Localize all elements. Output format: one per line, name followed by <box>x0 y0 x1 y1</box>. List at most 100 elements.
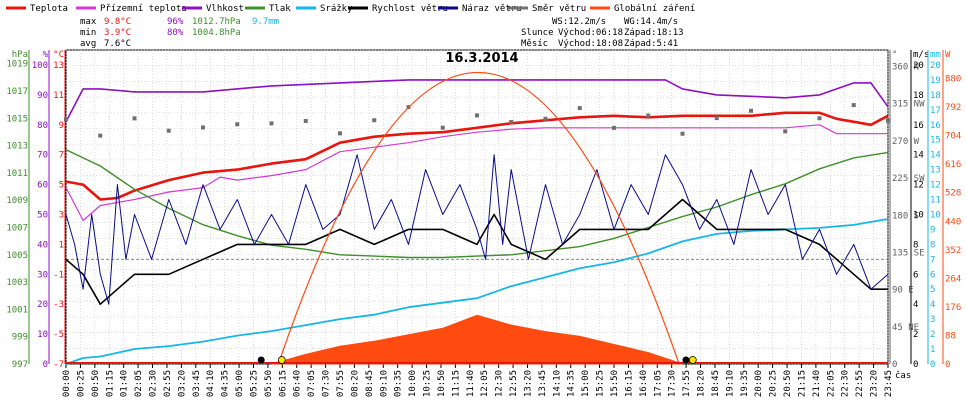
axis-tick-rain: 6 <box>930 270 935 280</box>
axis-tick-rain: 3 <box>930 315 935 325</box>
wind-direction-point <box>303 119 308 124</box>
x-tick-label: 07:30 <box>322 370 332 397</box>
x-tick-label: 20:25 <box>769 370 779 397</box>
stats-avg-label: avg <box>80 39 96 49</box>
axis-tick-humidity: 0 <box>43 360 48 370</box>
axis-tick-temperature: -1 <box>53 270 64 280</box>
axis-tick-wind: 8 <box>913 240 918 250</box>
wind-direction-point <box>269 121 274 126</box>
x-tick-label: 19:10 <box>725 370 735 397</box>
axis-direction: ° 360 N 315 NW 270 W 225 SW 180 S 135 SE 90 E 45… <box>889 50 925 370</box>
x-tick-label: 23:45 <box>884 370 894 397</box>
axis-tick-rain: 10 <box>930 210 941 220</box>
axis-tick-rain: 5 <box>930 285 935 295</box>
axis-tick-humidity: 10 <box>37 330 48 340</box>
axis-unit-pressure: hPa <box>12 50 28 60</box>
axis-tick-wind: 10 <box>913 210 924 220</box>
axis-tick-wind: 16 <box>913 121 924 131</box>
series-naraz-vetru <box>65 154 889 305</box>
stats-min-press: 1004.8hPa <box>192 28 241 38</box>
stats-min-label: min <box>80 28 96 38</box>
axis-tick-temperature: 9 <box>59 121 64 131</box>
legend-label-1: Přízemní teplota <box>100 4 187 14</box>
x-tick-label: 15:50 <box>610 370 620 397</box>
axis-tick-wind: 2 <box>913 330 918 340</box>
x-tick-label: 16:40 <box>639 370 649 397</box>
x-tick-label: 18:45 <box>711 370 721 397</box>
legend-label-2: Vlhkost <box>206 4 244 14</box>
axis-tick-direction: 90 E <box>892 286 914 296</box>
x-tick-label: 17:05 <box>653 370 663 397</box>
x-tick-label: 05:50 <box>264 370 274 397</box>
axis-tick-radiation: 264 <box>945 274 961 284</box>
x-tick-label: 03:20 <box>177 370 187 397</box>
axis-tick-temperature: 13 <box>53 61 64 71</box>
series-rychlost-vetru <box>65 198 888 305</box>
axis-tick-rain: 2 <box>930 330 935 340</box>
x-tick-label: 02:05 <box>134 370 144 397</box>
x-tick-label: 06:15 <box>278 370 288 397</box>
axis-tick-wind: 4 <box>913 300 918 310</box>
x-tick-label: 14:35 <box>567 370 577 397</box>
x-tick-label: 08:45 <box>365 370 375 397</box>
x-tick-label: 01:15 <box>105 370 115 397</box>
axis-tick-radiation: 352 <box>945 246 961 256</box>
axis-tick-radiation: 528 <box>945 189 961 199</box>
x-tick-label: 10:25 <box>423 370 433 397</box>
axis-tick-rain: 7 <box>930 255 935 265</box>
axis-unit-radiation: W <box>945 50 951 60</box>
legend-label-4: Srážky <box>320 4 353 14</box>
axis-tick-rain: 18 <box>930 91 941 101</box>
wind-direction-point <box>680 131 685 136</box>
axis-tick-temperature: 11 <box>53 91 64 101</box>
series-teplota <box>65 111 889 201</box>
moonrise-marker <box>682 356 690 364</box>
x-tick-label: 12:05 <box>480 370 490 397</box>
x-tick-label: 22:55 <box>855 370 865 397</box>
astro-moon-set: Západ:5:41 <box>624 39 678 49</box>
wind-direction-point <box>817 116 822 121</box>
axis-unit-wind: m/s <box>913 50 929 60</box>
wind-direction-point <box>235 122 240 127</box>
stats-max-press: 1012.7hPa <box>192 17 241 27</box>
plot-grid <box>65 49 889 365</box>
axis-tick-direction: 270 W <box>892 137 920 147</box>
chart-legend: Teplota Přízemní teplota Vlhkost Tlak Srážky… <box>6 4 695 14</box>
axis-tick-wind: 20 <box>913 61 924 71</box>
wind-direction-point <box>98 133 103 138</box>
wind-direction-point <box>132 116 137 121</box>
wind-direction-point <box>440 125 445 130</box>
x-tick-label: 17:30 <box>668 370 678 397</box>
astro-moon-rise: Východ:18:08 <box>558 39 623 49</box>
axis-x: 00:00 00:25 00:50 01:15 01:40 02:05 02:30 02:55… <box>62 364 911 397</box>
wind-direction-point <box>475 113 479 118</box>
stats-max-rain: 9.7mm <box>252 17 279 27</box>
x-tick-label: 00:00 <box>62 370 72 397</box>
x-tick-label: 03:45 <box>192 370 202 397</box>
x-tick-label: 13:45 <box>538 370 548 397</box>
axis-tick-direction: 225 SW <box>892 174 925 184</box>
chart-title: 16.3.2014 <box>445 51 518 66</box>
series-smer-vetru <box>64 103 890 138</box>
axis-tick-humidity: 70 <box>37 151 48 161</box>
stats-max-hum: 96% <box>167 17 184 27</box>
axis-tick-rain: 17 <box>930 106 941 116</box>
axis-tick-direction: 0 <box>892 360 897 370</box>
x-tick-label: 02:55 <box>163 370 173 397</box>
wind-direction-point <box>166 128 171 133</box>
wind-direction-point <box>886 118 890 123</box>
axis-tick-pressure: 1015 <box>6 114 28 124</box>
wind-direction-point <box>577 106 582 111</box>
x-tick-label: 13:20 <box>523 370 533 397</box>
astro-wg: WG:14.4m/s <box>624 17 678 27</box>
x-tick-label: 17:55 <box>682 370 692 397</box>
x-tick-label: 07:05 <box>307 370 317 397</box>
legend-label-5: Rychlost větru <box>372 4 448 14</box>
x-tick-label: 19:35 <box>740 370 750 397</box>
x-tick-label: 14:10 <box>552 370 562 397</box>
axis-temperature: °C13 11 9 7 5 3 1 -1 -3 -5 -7 <box>53 50 66 370</box>
